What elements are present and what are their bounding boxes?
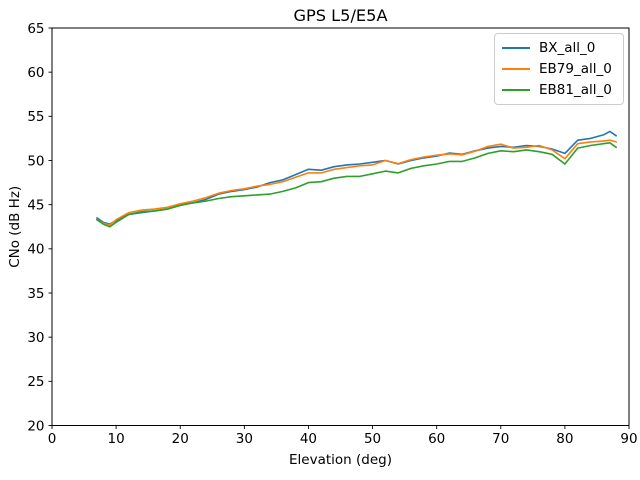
series-line-EB81_all_0 [96, 142, 618, 228]
chart-title: GPS L5/E5A [293, 6, 387, 25]
legend-label: BX_all_0 [539, 40, 596, 57]
legend-label: EB79_all_0 [539, 60, 612, 77]
legend-box: BX_all_0 EB79_all_0 EB81_all_0 [494, 33, 624, 105]
x-tick-label: 50 [364, 431, 381, 447]
x-tick-label: 30 [236, 431, 253, 447]
x-tick-label: 80 [556, 431, 573, 447]
x-tick-label: 90 [620, 431, 637, 447]
legend-entry: EB79_all_0 [502, 61, 616, 77]
x-tick-label: 0 [48, 431, 57, 447]
axes-spines [51, 27, 630, 426]
y-axis-label: CNo (dB Hz) [7, 186, 23, 268]
y-tick-label: 55 [27, 109, 44, 125]
y-tick-label: 60 [27, 65, 44, 81]
y-tick-label: 25 [27, 374, 44, 390]
legend-line-swatch [502, 47, 530, 50]
y-tick-label: 45 [27, 197, 44, 213]
series-line-EB79_all_0 [96, 139, 618, 226]
legend-line-swatch [502, 88, 530, 91]
x-tick-label: 20 [172, 431, 189, 447]
x-tick-label: 60 [428, 431, 445, 447]
legend-entry: BX_all_0 [502, 40, 616, 56]
y-tick-label: 20 [27, 418, 44, 434]
legend-label: EB81_all_0 [539, 81, 612, 98]
x-axis-label: Elevation (deg) [289, 452, 392, 468]
x-tick-label: 10 [108, 431, 125, 447]
y-tick-label: 65 [27, 21, 44, 37]
y-tick-label: 40 [27, 242, 44, 258]
legend-entry: EB81_all_0 [502, 82, 616, 98]
x-tick-label: 70 [492, 431, 509, 447]
y-tick-label: 35 [27, 286, 44, 302]
y-tick-label: 50 [27, 153, 44, 169]
plot-area: 0 10 20 30 40 50 60 70 80 90 20 25 30 35 40 45 50 55 60 65 [27, 21, 637, 447]
legend-line-swatch [502, 67, 530, 70]
x-tick-label: 40 [300, 431, 317, 447]
y-tick-label: 30 [27, 330, 44, 346]
